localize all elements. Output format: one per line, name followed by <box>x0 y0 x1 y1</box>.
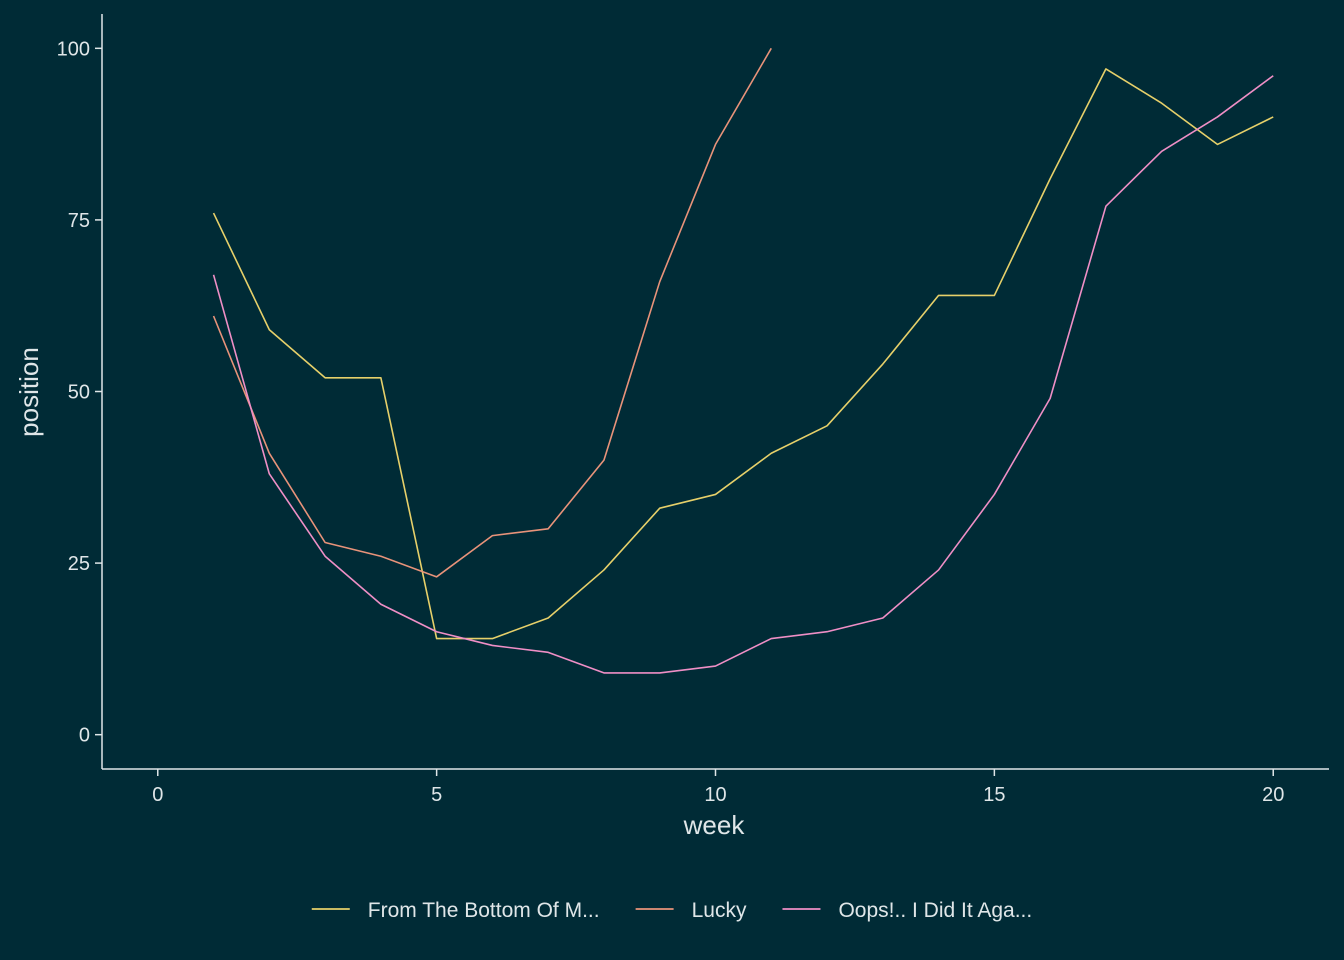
x-tick-label: 10 <box>704 784 726 806</box>
x-axis-title: week <box>683 810 746 840</box>
y-tick-label: 50 <box>68 382 90 404</box>
series-line-2 <box>212 47 772 578</box>
series-line-1 <box>212 68 1274 640</box>
plot-lines <box>212 47 1274 674</box>
y-tick-label: 0 <box>79 725 90 747</box>
y-tick-label: 75 <box>68 210 90 232</box>
y-tick-label: 100 <box>57 38 90 60</box>
y-tick-label: 25 <box>68 553 90 575</box>
legend-label-3: Oops!.. I Did It Aga... <box>838 899 1032 922</box>
x-tick-label: 5 <box>431 784 442 806</box>
y-axis-ticks: 0 25 50 75 100 <box>57 38 102 747</box>
legend: From The Bottom Of M... Lucky Oops!.. I Di… <box>311 899 1032 922</box>
legend-label-1: From The Bottom Of M... <box>368 899 600 922</box>
x-axis-ticks: 0 5 10 15 20 <box>152 769 1284 806</box>
x-tick-label: 0 <box>152 784 163 806</box>
legend-label-2: Lucky <box>692 899 747 922</box>
series-line-3 <box>212 75 1274 674</box>
x-tick-label: 20 <box>1262 784 1284 806</box>
y-axis-title: position <box>14 347 44 437</box>
x-tick-label: 15 <box>983 784 1005 806</box>
